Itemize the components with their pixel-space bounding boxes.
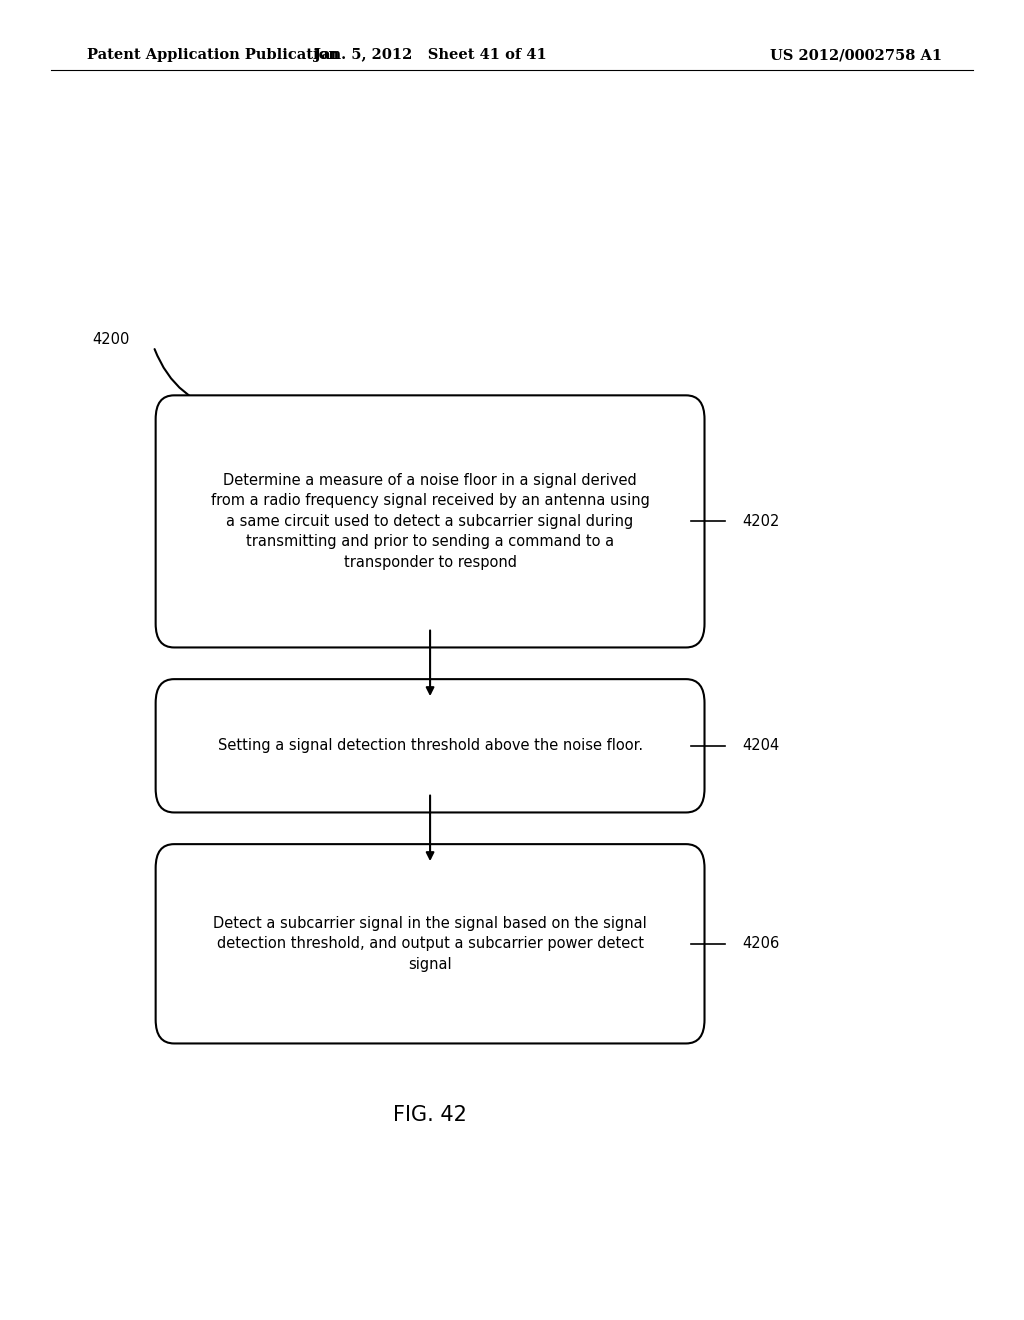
FancyBboxPatch shape: [156, 680, 705, 813]
Text: 4202: 4202: [742, 513, 779, 529]
FancyBboxPatch shape: [156, 845, 705, 1043]
Text: FIG. 42: FIG. 42: [393, 1105, 467, 1126]
Text: Patent Application Publication: Patent Application Publication: [87, 49, 339, 62]
Text: US 2012/0002758 A1: US 2012/0002758 A1: [770, 49, 942, 62]
Text: Jan. 5, 2012   Sheet 41 of 41: Jan. 5, 2012 Sheet 41 of 41: [313, 49, 547, 62]
Text: Setting a signal detection threshold above the noise floor.: Setting a signal detection threshold abo…: [217, 738, 643, 754]
Text: Detect a subcarrier signal in the signal based on the signal
detection threshold: Detect a subcarrier signal in the signal…: [213, 916, 647, 972]
Text: Determine a measure of a noise floor in a signal derived
from a radio frequency : Determine a measure of a noise floor in …: [211, 473, 649, 570]
Text: 4204: 4204: [742, 738, 779, 754]
Text: 4206: 4206: [742, 936, 779, 952]
FancyBboxPatch shape: [156, 396, 705, 648]
Text: 4200: 4200: [92, 333, 129, 347]
